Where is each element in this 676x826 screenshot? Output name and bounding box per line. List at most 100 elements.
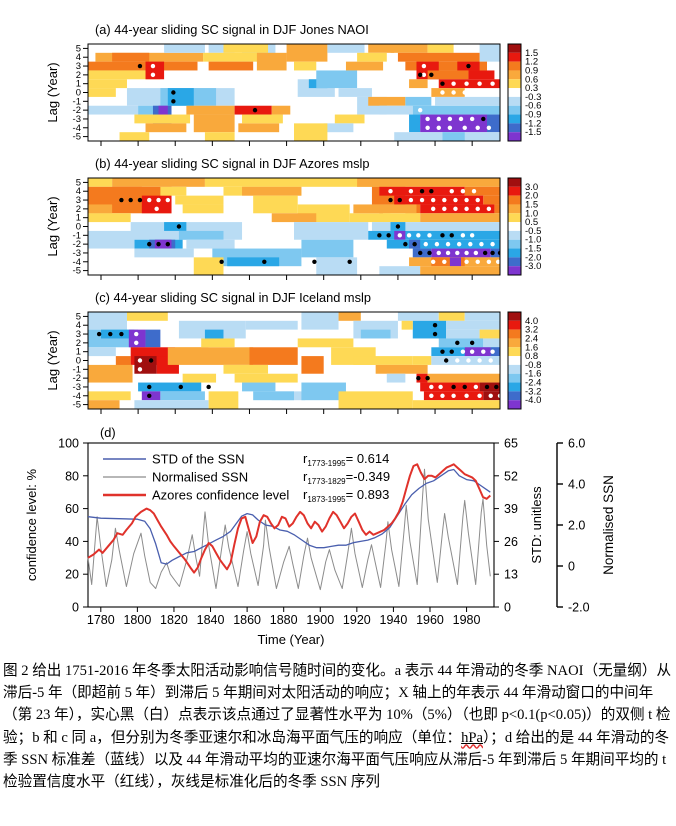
- heatmap-cell: [88, 364, 133, 383]
- significance-dot-black: [178, 384, 183, 390]
- heatmap-cell: [88, 79, 127, 89]
- heatmap-cell: [178, 230, 224, 240]
- ssn-axis-label: Normalised SSN: [601, 475, 616, 575]
- heatmap-cell: [464, 312, 500, 321]
- heatmap-cell: [271, 105, 291, 115]
- significance-dot-white: [460, 189, 466, 194]
- panel-c: 543210-1-2-3-4-54.03.22.41.60.8-0.8-1.6-…: [73, 311, 541, 414]
- caption-part1: 图 2 给出 1751-2016 年冬季太阳活动影响信号随时间的变化。a 表示 …: [3, 663, 672, 746]
- heatmap-cell: [100, 329, 135, 339]
- significance-dot-white: [436, 116, 441, 122]
- heatmap-cell: [412, 105, 500, 115]
- significance-dot-black: [497, 250, 500, 256]
- heatmap-cell: [301, 356, 324, 374]
- lag-tick-label: 2: [76, 204, 81, 215]
- colorbar-tick-label: 3.2: [525, 325, 538, 336]
- heatmap-cell: [203, 52, 265, 62]
- colorbar-cell: [508, 400, 521, 409]
- heatmap-cell: [88, 70, 161, 80]
- time-tick-label: 1960: [416, 613, 444, 627]
- significance-dot-black: [440, 81, 445, 86]
- colorbar-cell: [508, 373, 521, 383]
- heatmap-cell: [294, 222, 369, 240]
- colorbar-frame: [507, 177, 522, 276]
- significance-dot-white: [497, 393, 500, 398]
- colorbar-cell: [508, 222, 521, 231]
- colorbar-tick-label: 2.4: [525, 333, 538, 344]
- significance-dot-black: [206, 384, 211, 390]
- significance-dot-white: [438, 384, 443, 390]
- significance-dot-white: [460, 349, 466, 354]
- significance-dot-black: [481, 116, 486, 122]
- colorbar-tick-label: 1.0: [525, 208, 538, 219]
- lag-tick-label: -4: [73, 257, 81, 268]
- heatmap-cell: [383, 213, 421, 223]
- heatmap-cell: [88, 204, 113, 214]
- lag-tick-label: -4: [73, 123, 81, 134]
- heatmap-cell: [327, 44, 365, 53]
- significance-dot-black: [171, 90, 176, 95]
- significance-dot-white: [469, 116, 475, 122]
- significance-dot-white: [425, 125, 430, 130]
- heatmap-cell: [371, 222, 500, 231]
- significance-dot-black: [119, 331, 124, 337]
- significance-dot-black: [425, 375, 430, 381]
- heatmap-cell: [397, 312, 439, 321]
- colorbar-cell: [508, 356, 521, 365]
- significance-dot-black: [443, 358, 449, 363]
- heatmap-cell: [227, 257, 280, 267]
- significance-dot-white: [486, 125, 492, 130]
- series-std-line: [87, 468, 491, 565]
- confidence-tick-label: 100: [58, 437, 79, 451]
- significance-dot-white: [442, 197, 447, 203]
- colorbar-cell: [508, 186, 521, 196]
- heatmap-cells: [88, 178, 500, 275]
- colorbar-tick-label: 1.5: [525, 199, 538, 210]
- colorbar-cell: [508, 70, 521, 80]
- significance-dot-black: [156, 241, 161, 247]
- colorbar-tick-label: 0.3: [525, 83, 538, 94]
- heatmap-cell: [271, 213, 317, 223]
- heatmap-cell: [119, 132, 150, 141]
- colorbar-tick-label: -2.0: [525, 252, 541, 263]
- lag-tick-label: -3: [73, 382, 81, 393]
- heatmap-cell: [394, 195, 484, 205]
- heatmap-cell: [479, 329, 500, 339]
- heatmap-cell: [204, 329, 224, 339]
- heatmap-cell: [223, 364, 269, 374]
- heatmap-cell: [138, 105, 161, 115]
- significance-dot-black: [128, 197, 133, 203]
- significance-dot-black: [432, 331, 438, 337]
- significance-dot-white: [469, 233, 475, 238]
- significance-dot-white: [471, 189, 477, 194]
- heatmap-cell: [126, 312, 168, 321]
- r-value: r1773-1995= 0.614: [303, 451, 389, 468]
- significance-dot-white: [154, 206, 159, 212]
- heatmap-cell: [186, 239, 235, 249]
- heatmap-cell: [164, 222, 187, 231]
- panel-d-label: (d): [100, 425, 116, 440]
- lag-tick-label: -2: [73, 105, 81, 116]
- colorbar-tick-label: -0.8: [525, 360, 541, 371]
- heatmap-cell: [88, 230, 135, 249]
- heatmap-cell: [334, 114, 365, 124]
- lag-tick-label: -5: [73, 400, 81, 411]
- significance-dot-black: [455, 340, 460, 346]
- heatmap-cell: [431, 88, 465, 97]
- heatmap-cell: [420, 382, 480, 392]
- significance-dot-white: [137, 358, 143, 363]
- significance-dot-white: [479, 241, 484, 247]
- significance-dot-white: [427, 233, 432, 238]
- panel-b: 543210-1-2-3-4-53.02.01.51.00.5-0.5-1.0-…: [73, 177, 541, 280]
- heatmap-cell: [242, 114, 283, 124]
- significance-dot-white: [453, 206, 458, 212]
- colorbar-tick-label: -1.0: [525, 235, 541, 246]
- significance-dot-white: [134, 340, 139, 346]
- time-tick-label: 1780: [87, 613, 115, 627]
- significance-dot-black: [147, 384, 152, 390]
- heatmap-cell: [249, 347, 298, 365]
- colorbar-cell: [508, 52, 521, 62]
- significance-dot-white: [425, 116, 430, 122]
- heatmap-cell: [490, 248, 500, 258]
- time-tick-label: 1920: [343, 613, 371, 627]
